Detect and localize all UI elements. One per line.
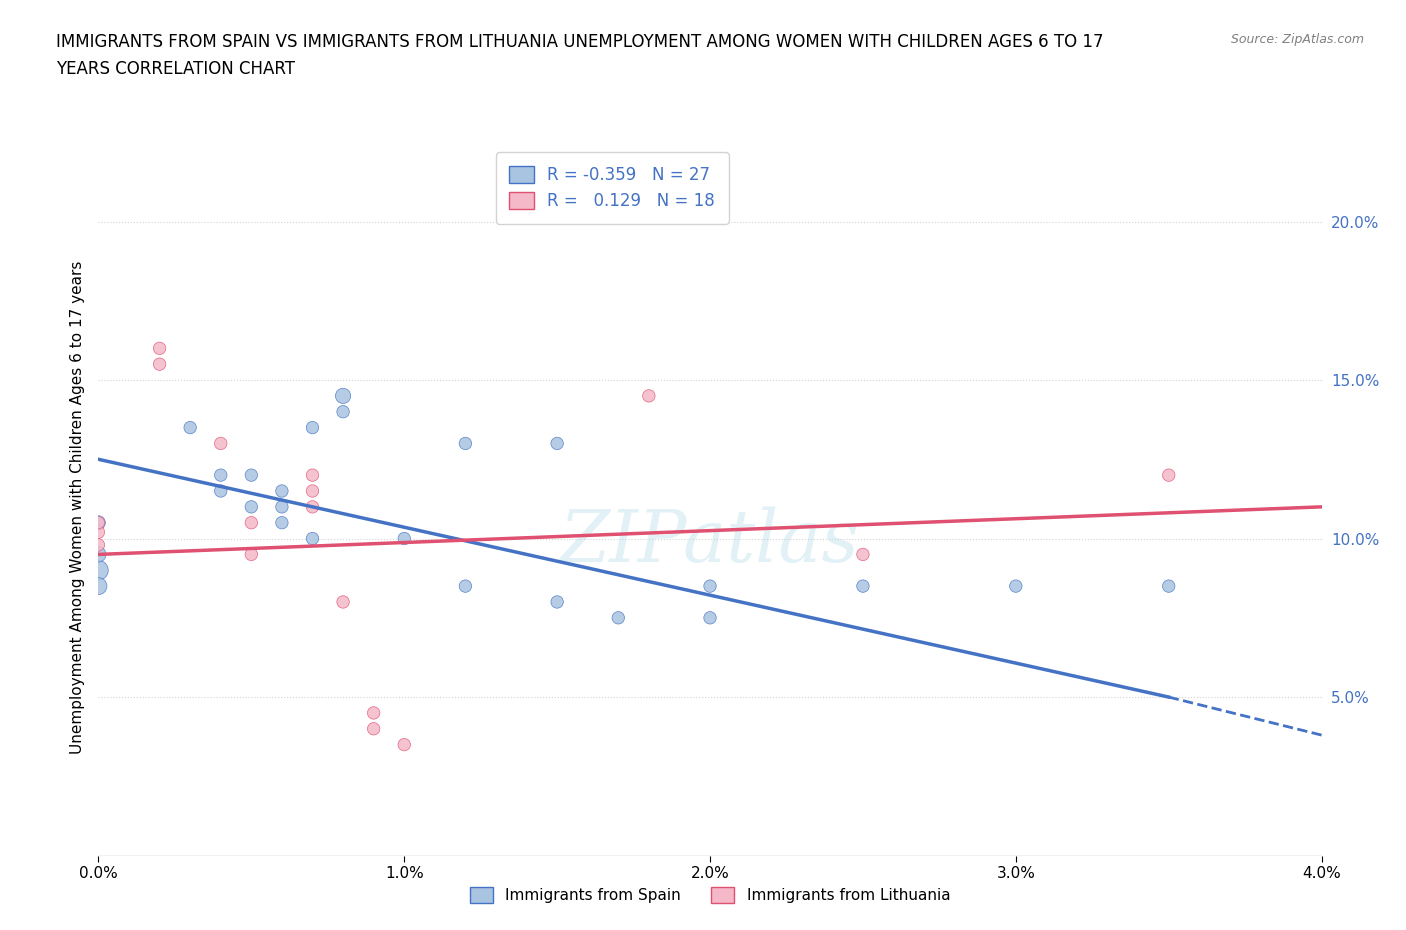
- Point: [332, 594, 354, 609]
- Point: [699, 578, 721, 593]
- Point: [1157, 468, 1180, 483]
- Point: [87, 563, 110, 578]
- Legend: Immigrants from Spain, Immigrants from Lithuania: Immigrants from Spain, Immigrants from L…: [463, 880, 957, 910]
- Point: [270, 484, 294, 498]
- Point: [301, 420, 323, 435]
- Point: [209, 484, 232, 498]
- Y-axis label: Unemployment Among Women with Children Ages 6 to 17 years: Unemployment Among Women with Children A…: [69, 260, 84, 753]
- Text: ZIPatlas: ZIPatlas: [560, 507, 860, 577]
- Point: [607, 610, 630, 625]
- Point: [270, 515, 294, 530]
- Point: [852, 547, 875, 562]
- Point: [209, 436, 232, 451]
- Text: Source: ZipAtlas.com: Source: ZipAtlas.com: [1230, 33, 1364, 46]
- Point: [240, 468, 263, 483]
- Point: [392, 531, 416, 546]
- Point: [332, 389, 354, 404]
- Point: [363, 722, 385, 737]
- Point: [301, 499, 323, 514]
- Point: [546, 594, 568, 609]
- Point: [852, 578, 875, 593]
- Point: [454, 436, 477, 451]
- Point: [87, 538, 110, 552]
- Text: YEARS CORRELATION CHART: YEARS CORRELATION CHART: [56, 60, 295, 78]
- Point: [638, 389, 661, 404]
- Point: [1157, 578, 1180, 593]
- Point: [179, 420, 201, 435]
- Point: [149, 357, 172, 372]
- Point: [1004, 578, 1026, 593]
- Point: [87, 547, 110, 562]
- Point: [209, 468, 232, 483]
- Point: [392, 737, 416, 752]
- Point: [87, 515, 110, 530]
- Point: [270, 499, 294, 514]
- Point: [454, 578, 477, 593]
- Text: IMMIGRANTS FROM SPAIN VS IMMIGRANTS FROM LITHUANIA UNEMPLOYMENT AMONG WOMEN WITH: IMMIGRANTS FROM SPAIN VS IMMIGRANTS FROM…: [56, 33, 1104, 50]
- Point: [546, 436, 568, 451]
- Point: [699, 610, 721, 625]
- Point: [240, 547, 263, 562]
- Point: [87, 578, 110, 593]
- Point: [149, 341, 172, 356]
- Point: [87, 525, 110, 539]
- Point: [301, 531, 323, 546]
- Point: [363, 706, 385, 721]
- Point: [87, 515, 110, 530]
- Point: [301, 484, 323, 498]
- Point: [240, 515, 263, 530]
- Point: [301, 468, 323, 483]
- Point: [332, 405, 354, 419]
- Point: [240, 499, 263, 514]
